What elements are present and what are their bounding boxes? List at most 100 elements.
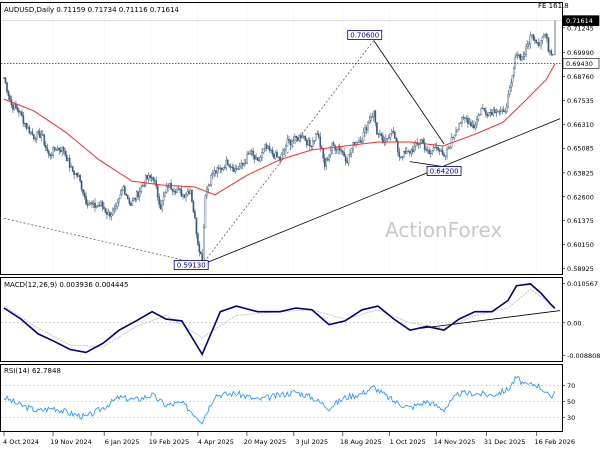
annotation-label: 0.64200 <box>430 167 459 175</box>
candle-body <box>398 151 401 158</box>
candle-body <box>206 188 208 197</box>
candle-body <box>482 107 484 109</box>
candle-body <box>423 142 426 150</box>
candle-body <box>502 109 505 112</box>
candle-body <box>50 154 53 157</box>
candle-body <box>446 148 448 157</box>
candle-body <box>47 150 50 155</box>
candle-body <box>480 107 483 115</box>
candle-body <box>97 205 99 207</box>
candle-body <box>286 138 289 147</box>
candle-body <box>364 127 366 133</box>
candle-body <box>544 34 547 36</box>
candle-body <box>292 140 295 143</box>
candle-body <box>131 200 134 206</box>
fe-label: FE 161.8 <box>538 2 569 10</box>
candle-body <box>68 158 71 168</box>
x-tick-label: 16 Feb 2026 <box>535 438 575 446</box>
candle-body <box>523 54 526 57</box>
candle-body <box>468 121 471 124</box>
candle-body <box>359 140 362 143</box>
candle-body <box>228 164 231 167</box>
candle-body <box>513 68 515 76</box>
candle-body <box>362 132 365 142</box>
candle-body <box>377 133 380 135</box>
candle-body <box>31 131 34 135</box>
candle-body <box>488 112 490 117</box>
candle-body <box>127 195 129 199</box>
x-tick-label: 4 Oct 2024 <box>3 438 39 446</box>
candle-body <box>311 141 314 148</box>
candle-body <box>79 174 81 181</box>
watermark: ActionForex <box>385 218 502 242</box>
annotation-box <box>426 166 462 176</box>
candle-body <box>505 106 508 112</box>
candle-body <box>156 185 159 197</box>
candle-body <box>458 123 460 130</box>
candle-body <box>153 179 156 181</box>
candle-body <box>408 150 411 154</box>
candle-body <box>425 149 427 151</box>
candle-body <box>83 193 86 197</box>
candle-body <box>43 134 46 146</box>
price-panel <box>0 2 563 275</box>
candle-body <box>124 186 126 195</box>
x-tick-label: 1 Oct 2025 <box>390 438 426 446</box>
candle-body <box>141 184 144 187</box>
x-tick-label: 18 Aug 2025 <box>340 438 382 446</box>
candle-body <box>328 154 330 161</box>
candle-body <box>222 167 225 170</box>
candle-body <box>370 117 372 121</box>
last-price-tag-box <box>562 15 600 26</box>
candle-body <box>107 212 110 215</box>
annotation-box <box>347 30 383 40</box>
price-ytick-label: 0.69990 <box>567 49 594 57</box>
x-tick-label: 4 Apr 2025 <box>198 438 234 446</box>
macd-signal-line <box>3 288 556 348</box>
candle-body <box>310 145 313 148</box>
candle-body <box>22 115 25 124</box>
candle-body <box>229 166 232 168</box>
candle-body <box>374 110 377 123</box>
candle-body <box>207 185 210 190</box>
candle-body <box>170 183 172 190</box>
candle-body <box>356 141 359 143</box>
candle-body <box>192 201 195 212</box>
candle-body <box>112 209 114 215</box>
candle-body <box>144 175 147 186</box>
candle-body <box>343 152 345 157</box>
candle-body <box>543 35 545 38</box>
candle-body <box>277 156 280 158</box>
candle-body <box>138 191 141 197</box>
candle-body <box>288 138 290 141</box>
x-tick-label: 14 Nov 2025 <box>434 438 476 446</box>
rsi-line <box>3 375 556 425</box>
candle-body <box>326 158 329 161</box>
candle-body <box>4 77 7 83</box>
candle-body <box>147 175 150 180</box>
candle-body <box>282 150 284 155</box>
candle-body <box>95 206 98 208</box>
candle-body <box>309 139 311 147</box>
candle-body <box>162 196 165 201</box>
candle-body <box>241 162 244 166</box>
candle-body <box>462 117 465 119</box>
annotation-label: 0.70600 <box>350 31 379 39</box>
price-ytick-label: 0.67535 <box>567 97 594 105</box>
candle-body <box>267 146 269 149</box>
candle-body <box>86 203 89 206</box>
candle-body <box>346 160 348 164</box>
candle-body <box>380 133 383 137</box>
candle-body <box>268 146 271 151</box>
candle-body <box>122 186 125 191</box>
candle-body <box>128 198 131 204</box>
candle-body <box>250 150 253 153</box>
candle-body <box>440 149 442 152</box>
candle-body <box>508 87 511 95</box>
candle-body <box>294 136 296 141</box>
candle-body <box>467 118 469 124</box>
candle-body <box>477 115 480 120</box>
candle-body <box>274 152 277 159</box>
candle-body <box>41 134 44 136</box>
